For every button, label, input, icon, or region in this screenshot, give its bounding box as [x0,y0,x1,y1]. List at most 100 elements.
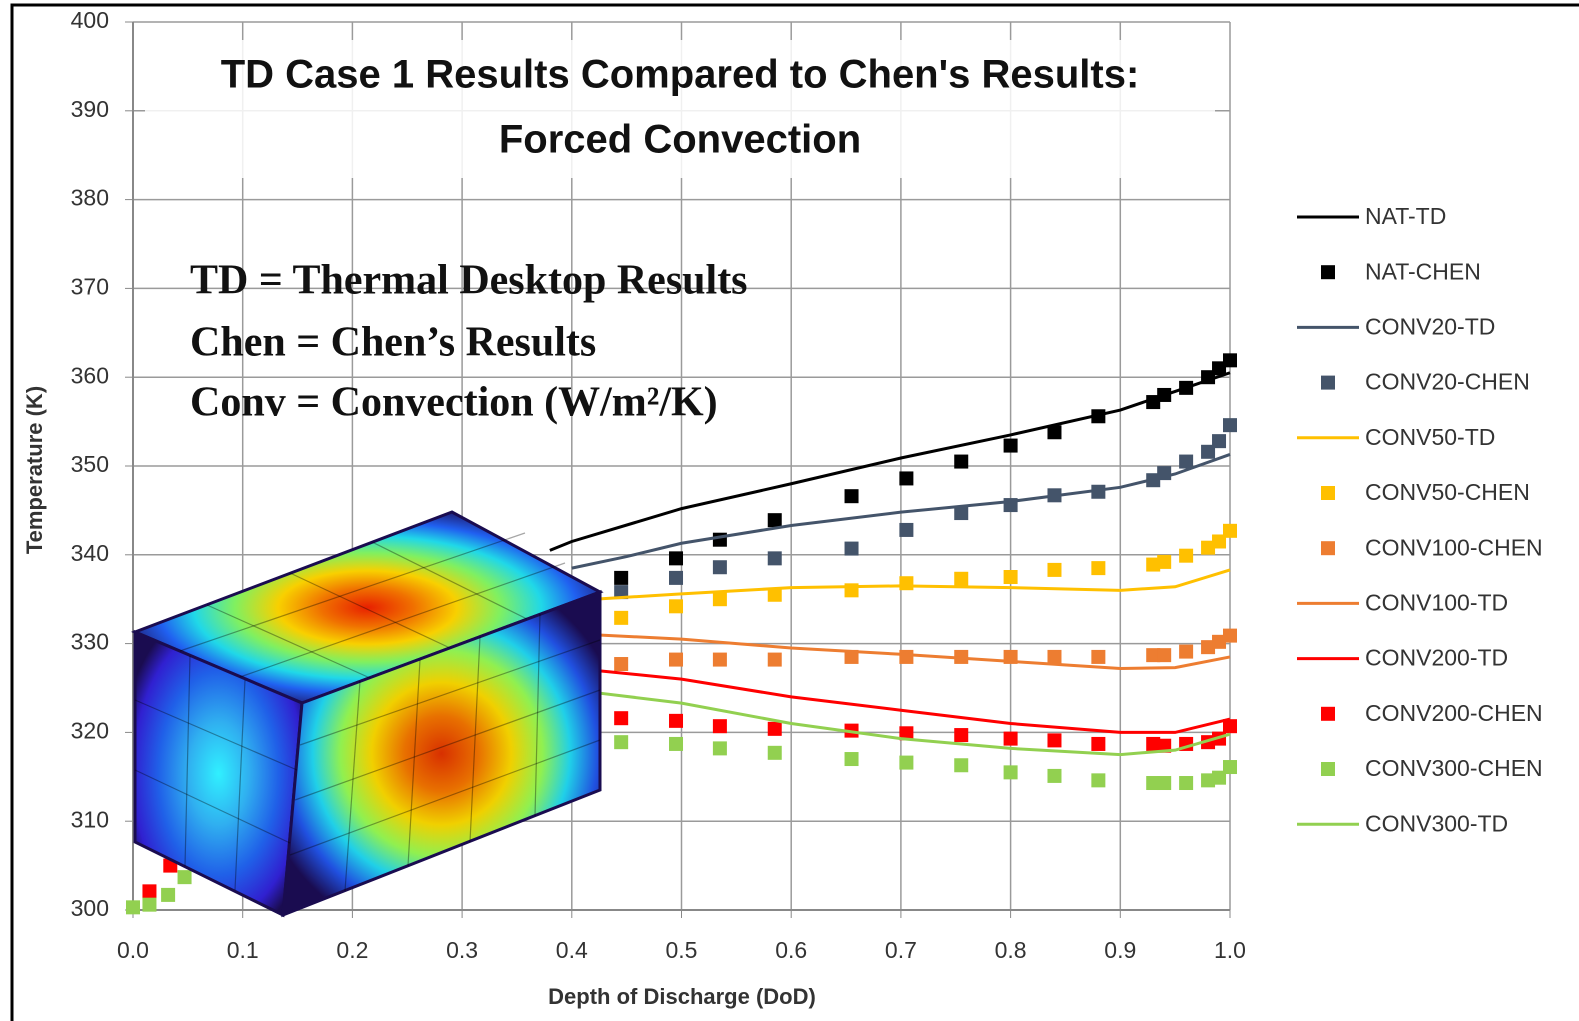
marker [954,758,968,772]
y-tick-label: 400 [71,7,109,33]
y-tick-label: 360 [71,362,109,388]
legend-label: CONV50-TD [1365,424,1495,450]
x-tick-label: 0.7 [885,937,917,963]
marker [768,722,782,736]
marker [1223,760,1237,774]
x-tick-label: 0.1 [227,937,259,963]
marker [669,571,683,585]
legend-label: NAT-CHEN [1365,258,1481,284]
marker [614,657,628,671]
marker [1091,485,1105,499]
marker [845,583,859,597]
legend-label: CONV200-CHEN [1365,700,1543,726]
marker [1047,425,1061,439]
marker [1212,434,1226,448]
marker [1004,765,1018,779]
marker [1179,381,1193,395]
marker [713,592,727,606]
chart: 3003103203303403503603703803904000.00.10… [0,0,1579,1021]
legend-label: CONV50-CHEN [1365,479,1530,505]
marker [614,571,628,585]
marker [1047,650,1061,664]
marker [1091,409,1105,423]
marker [1179,776,1193,790]
marker [614,611,628,625]
series-line [594,692,1230,754]
marker [1047,733,1061,747]
battery-model [135,512,600,915]
y-tick-label: 300 [71,895,109,921]
marker [669,551,683,565]
marker [1004,570,1018,584]
marker [142,884,156,898]
marker [142,898,156,912]
annotation: Chen = Chen’s Results [190,320,596,366]
marker [954,506,968,520]
x-tick-label: 0.5 [666,937,698,963]
x-tick-label: 0.9 [1104,937,1136,963]
marker [954,572,968,586]
marker [899,756,913,770]
marker [768,551,782,565]
marker [1157,776,1171,790]
marker [1091,650,1105,664]
marker [713,560,727,574]
marker [126,900,140,914]
marker [178,870,192,884]
legend-label: NAT-TD [1365,203,1446,229]
marker [669,714,683,728]
legend-swatch [1321,376,1335,390]
marker [1047,488,1061,502]
marker [845,542,859,556]
marker [713,741,727,755]
chart-title: Forced Convection [499,118,861,162]
marker [1179,645,1193,659]
marker [1091,737,1105,751]
marker [899,471,913,485]
marker [1223,524,1237,538]
legend-swatch [1321,707,1335,721]
marker [1223,353,1237,367]
marker [1047,769,1061,783]
x-tick-label: 0.4 [556,937,588,963]
legend-label: CONV20-TD [1365,313,1495,339]
x-tick-label: 0.3 [446,937,478,963]
x-tick-label: 0.0 [117,937,149,963]
legend-swatch [1321,265,1335,279]
marker [954,728,968,742]
y-tick-label: 390 [71,96,109,122]
marker [713,719,727,733]
legend-swatch [1321,486,1335,500]
marker [669,653,683,667]
marker [1179,455,1193,469]
marker [1223,418,1237,432]
marker [845,489,859,503]
legend-label: CONV100-TD [1365,589,1508,615]
marker [1223,629,1237,643]
marker [1157,466,1171,480]
marker [899,523,913,537]
chart-title: TD Case 1 Results Compared to Chen's Res… [221,53,1140,97]
y-axis-label: Temperature (K) [22,386,47,554]
marker [845,752,859,766]
y-tick-label: 370 [71,273,109,299]
marker [614,735,628,749]
annotation: TD = Thermal Desktop Results [190,258,748,304]
legend-swatch [1321,762,1335,776]
marker [899,576,913,590]
marker [768,588,782,602]
x-tick-label: 1.0 [1214,937,1246,963]
y-tick-label: 380 [71,185,109,211]
y-tick-label: 330 [71,629,109,655]
marker [1157,388,1171,402]
legend-label: CONV20-CHEN [1365,369,1530,395]
marker [1157,648,1171,662]
y-tick-label: 350 [71,451,109,477]
series-line [594,670,1230,732]
marker [1179,549,1193,563]
legend-label: CONV100-CHEN [1365,534,1543,560]
legend-swatch [1321,541,1335,555]
x-tick-label: 0.6 [775,937,807,963]
marker [1004,439,1018,453]
marker [1091,561,1105,575]
